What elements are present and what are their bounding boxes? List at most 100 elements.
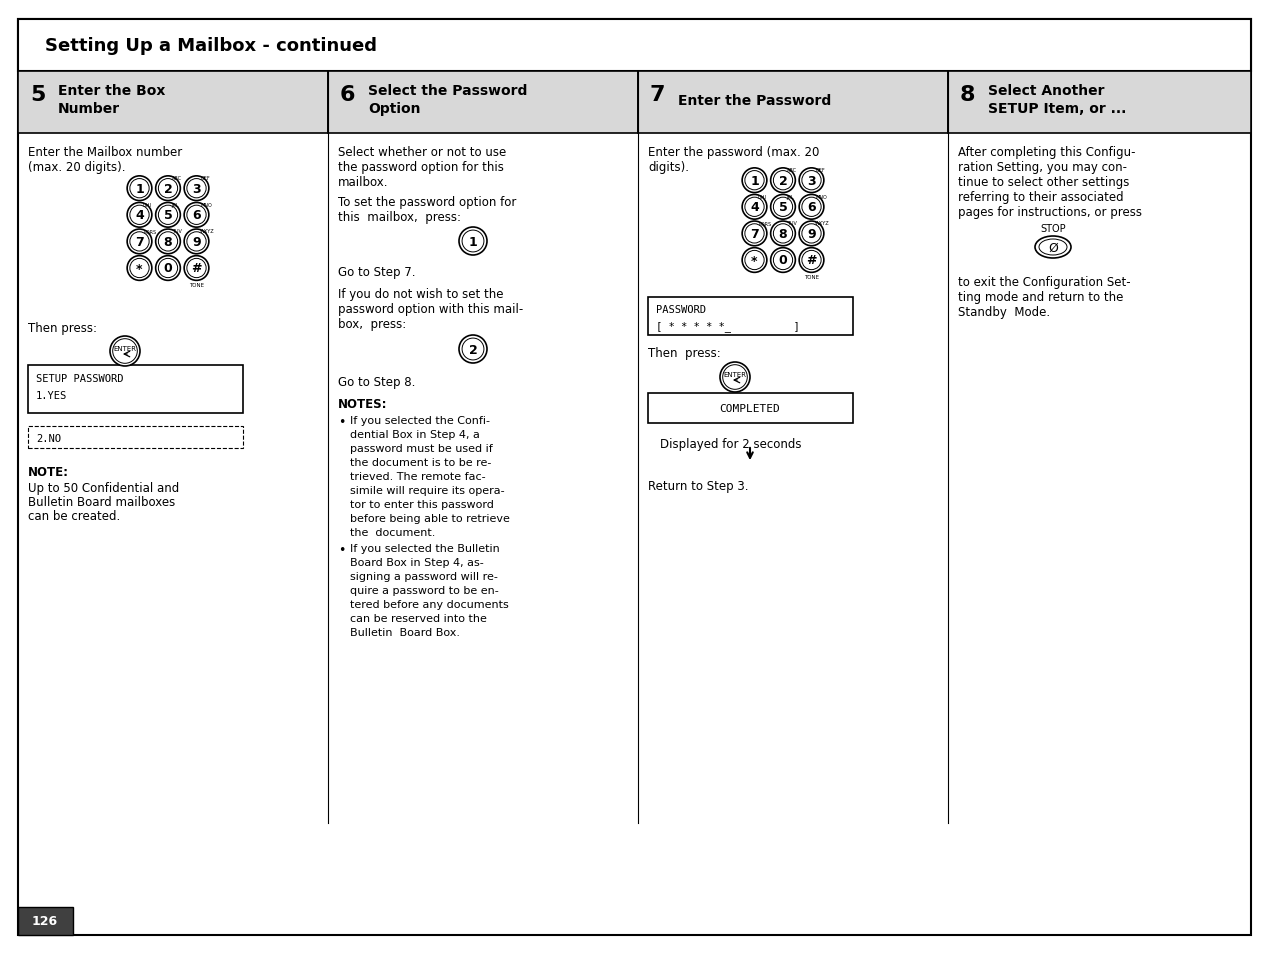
- Text: PQRS: PQRS: [758, 221, 772, 226]
- Circle shape: [773, 198, 793, 217]
- Circle shape: [127, 176, 152, 201]
- Circle shape: [459, 335, 487, 364]
- Circle shape: [156, 230, 180, 254]
- Text: signing a password will re-: signing a password will re-: [350, 572, 497, 581]
- Text: 8: 8: [961, 85, 976, 105]
- Text: WXYZ: WXYZ: [201, 229, 214, 234]
- Text: Bulletin Board mailboxes: Bulletin Board mailboxes: [28, 496, 175, 509]
- Text: To set the password option for: To set the password option for: [338, 195, 516, 209]
- Text: 8: 8: [164, 235, 173, 249]
- Text: ting mode and return to the: ting mode and return to the: [958, 291, 1123, 304]
- Text: 3: 3: [807, 174, 816, 188]
- Text: ration Setting, you may con-: ration Setting, you may con-: [958, 161, 1127, 173]
- Text: Select Another: Select Another: [989, 84, 1104, 98]
- Circle shape: [799, 222, 824, 247]
- Text: GHI: GHI: [758, 194, 768, 199]
- Text: Number: Number: [58, 102, 121, 116]
- Circle shape: [799, 195, 824, 220]
- Text: #: #: [192, 262, 202, 275]
- Text: GHI: GHI: [143, 203, 152, 208]
- Text: 7: 7: [750, 228, 759, 241]
- Text: Displayed for 2 seconds: Displayed for 2 seconds: [660, 437, 802, 451]
- Circle shape: [799, 249, 824, 274]
- Text: *: *: [751, 254, 758, 267]
- Text: to exit the Configuration Set-: to exit the Configuration Set-: [958, 275, 1131, 289]
- Circle shape: [720, 363, 750, 393]
- FancyBboxPatch shape: [18, 71, 327, 133]
- Text: 2: 2: [164, 183, 173, 195]
- Text: 6: 6: [807, 201, 816, 214]
- Text: digits).: digits).: [648, 161, 689, 173]
- Circle shape: [802, 172, 821, 191]
- FancyBboxPatch shape: [648, 297, 853, 335]
- FancyBboxPatch shape: [648, 394, 853, 423]
- Circle shape: [187, 259, 206, 278]
- Text: 6: 6: [340, 85, 355, 105]
- Text: password option with this mail-: password option with this mail-: [338, 303, 523, 315]
- Text: Enter the Mailbox number: Enter the Mailbox number: [28, 146, 183, 159]
- Text: Setting Up a Mailbox - continued: Setting Up a Mailbox - continued: [44, 37, 377, 55]
- Text: Standby  Mode.: Standby Mode.: [958, 306, 1051, 318]
- Circle shape: [773, 225, 793, 244]
- Text: Return to Step 3.: Return to Step 3.: [648, 479, 749, 493]
- Text: tinue to select other settings: tinue to select other settings: [958, 175, 1129, 189]
- Text: SETUP PASSWORD: SETUP PASSWORD: [36, 374, 123, 384]
- Text: TUV: TUV: [171, 229, 181, 234]
- Text: After completing this Configu-: After completing this Configu-: [958, 146, 1136, 159]
- Text: 6: 6: [192, 209, 201, 222]
- Text: DEF: DEF: [201, 176, 209, 181]
- Text: 0: 0: [779, 254, 787, 267]
- Circle shape: [129, 233, 150, 252]
- Circle shape: [770, 169, 796, 193]
- Text: 2.NO: 2.NO: [36, 434, 61, 443]
- Circle shape: [770, 222, 796, 247]
- Circle shape: [129, 206, 150, 225]
- Circle shape: [745, 172, 764, 191]
- Text: Select whether or not to use: Select whether or not to use: [338, 146, 506, 159]
- Text: If you selected the Bulletin: If you selected the Bulletin: [350, 543, 500, 554]
- Circle shape: [110, 336, 140, 367]
- Text: 0: 0: [164, 262, 173, 275]
- Circle shape: [462, 231, 483, 253]
- Text: pages for instructions, or press: pages for instructions, or press: [958, 206, 1142, 219]
- Text: 1: 1: [750, 174, 759, 188]
- Text: ABC: ABC: [787, 168, 797, 173]
- Circle shape: [159, 259, 178, 278]
- Text: 8: 8: [779, 228, 787, 241]
- Circle shape: [127, 230, 152, 254]
- Circle shape: [462, 338, 483, 360]
- Text: trieved. The remote fac-: trieved. The remote fac-: [350, 472, 486, 481]
- Circle shape: [773, 251, 793, 271]
- Circle shape: [770, 195, 796, 220]
- Text: ENTER: ENTER: [723, 372, 746, 377]
- Text: •: •: [338, 543, 345, 557]
- Text: COMPLETED: COMPLETED: [720, 403, 780, 414]
- Circle shape: [187, 179, 206, 198]
- Text: 9: 9: [807, 228, 816, 241]
- Text: the password option for this: the password option for this: [338, 161, 504, 173]
- Text: 5: 5: [164, 209, 173, 222]
- Text: MNO: MNO: [201, 203, 212, 208]
- Text: NOTES:: NOTES:: [338, 397, 387, 411]
- Text: the  document.: the document.: [350, 527, 435, 537]
- Circle shape: [187, 233, 206, 252]
- Text: SETUP Item, or ...: SETUP Item, or ...: [989, 102, 1127, 116]
- Circle shape: [187, 206, 206, 225]
- Text: quire a password to be en-: quire a password to be en-: [350, 585, 499, 596]
- Text: *: *: [136, 262, 142, 275]
- Circle shape: [742, 195, 766, 220]
- Circle shape: [459, 228, 487, 255]
- Text: can be created.: can be created.: [28, 510, 121, 522]
- Circle shape: [742, 249, 766, 274]
- Circle shape: [184, 256, 209, 281]
- Circle shape: [723, 365, 747, 390]
- Text: 2: 2: [468, 343, 477, 356]
- Circle shape: [773, 172, 793, 191]
- Text: Go to Step 7.: Go to Step 7.: [338, 266, 415, 278]
- Text: 7: 7: [135, 235, 143, 249]
- Circle shape: [184, 203, 209, 228]
- Text: If you do not wish to set the: If you do not wish to set the: [338, 288, 504, 301]
- Text: •: •: [338, 416, 345, 429]
- Circle shape: [156, 256, 180, 281]
- Text: WXYZ: WXYZ: [815, 221, 830, 226]
